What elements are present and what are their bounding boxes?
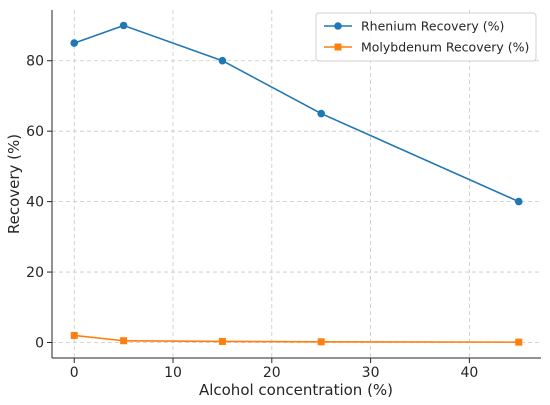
y-axis-title: Recovery (%)	[5, 134, 23, 234]
y-tick-label: 80	[26, 54, 44, 70]
series-layer	[70, 21, 523, 346]
y-tick-label: 20	[26, 265, 44, 281]
legend-label-1: Rhenium Recovery (%)	[361, 19, 504, 34]
x-tick-label: 40	[460, 365, 478, 381]
x-tick-label: 20	[263, 365, 281, 381]
x-tick-label: 0	[70, 365, 79, 381]
series-line-2	[74, 334, 519, 343]
data-point	[515, 338, 523, 346]
data-point	[120, 337, 128, 345]
data-point	[218, 337, 226, 345]
grid-layer	[52, 10, 541, 358]
y-tick-label: 40	[26, 195, 44, 211]
x-tick-label: 10	[164, 365, 182, 381]
x-tick-label: 30	[362, 365, 380, 381]
data-point	[317, 109, 325, 118]
legend-marker-1	[334, 22, 342, 30]
y-tick-label: 0	[35, 336, 44, 352]
y-tick-label: 60	[26, 124, 44, 140]
data-point	[70, 331, 78, 339]
legend-label-2: Molybdenum Recovery (%)	[361, 40, 529, 55]
data-point	[317, 338, 325, 346]
data-point	[218, 56, 227, 65]
data-point	[119, 21, 128, 30]
x-axis-title: Alcohol concentration (%)	[199, 381, 393, 399]
data-point	[70, 39, 79, 47]
legend-frame	[315, 12, 537, 62]
axes-layer: 0 10 20 30 40 0 20 40 60 80	[26, 10, 541, 381]
legend: Rhenium Recovery (%) Molybdenum Recovery …	[315, 12, 537, 62]
legend-marker-2	[334, 43, 342, 51]
data-point	[514, 197, 523, 206]
